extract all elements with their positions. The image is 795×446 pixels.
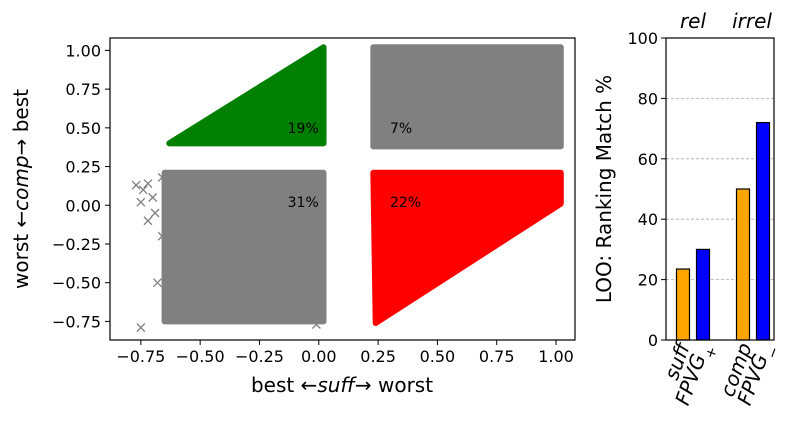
bar-y-tick-label: 40 — [638, 210, 658, 229]
scatter-y-label: worst ←comp→ best — [9, 89, 33, 289]
scatter-regions — [161, 44, 564, 326]
outlier-point — [143, 179, 153, 189]
outlier-point — [205, 234, 215, 244]
y-tick-label: 1.00 — [65, 41, 101, 60]
scatter-y-ticks: −0.75 −0.50 −0.25 0.00 0.25 0.50 0.75 1.00 — [52, 41, 110, 331]
x-tick-label: 0.50 — [420, 347, 456, 366]
bar-y-label: LOO: Ranking Match % — [592, 75, 616, 303]
region-label-3: 22% — [390, 195, 421, 211]
outlier-point — [176, 228, 186, 238]
y-tick-label: −0.50 — [52, 274, 101, 293]
outlier-point — [247, 285, 257, 295]
outlier-point — [266, 276, 276, 286]
x-tick-label: 0.00 — [301, 347, 337, 366]
outlier-point — [167, 213, 177, 223]
y-tick-label: 0.50 — [65, 119, 101, 138]
scatter-x-label: best ←suff→ worst — [251, 373, 433, 397]
outlier-point — [236, 265, 245, 275]
x-tick-label: −0.75 — [116, 347, 165, 366]
x-tick-label: 0.75 — [479, 347, 515, 366]
bar-series — [675, 121, 771, 341]
x-tick-label: 1.00 — [538, 347, 574, 366]
scatter-plot: −0.75 −0.50 −0.25 0.00 0.25 0.50 0.75 1.00 −0.7… — [9, 37, 576, 397]
outlier-point — [226, 259, 236, 269]
y-tick-label: −0.25 — [52, 235, 101, 254]
outlier-point — [217, 256, 226, 266]
bar-y-tick-label: 80 — [638, 89, 658, 108]
outlier-point — [169, 273, 179, 283]
outlier-point — [171, 219, 181, 229]
bar-comp-0 — [735, 188, 751, 341]
bar-y-tick-label: 20 — [638, 271, 658, 290]
outlier-point — [302, 270, 312, 280]
bar-frame — [665, 37, 775, 341]
outlier-point — [136, 197, 146, 207]
outlier-point — [195, 265, 205, 275]
region-1 — [370, 44, 564, 150]
outlier-point — [183, 225, 193, 235]
region-label-1: 7% — [390, 121, 412, 137]
outlier-point — [179, 275, 189, 285]
outlier-point — [181, 241, 191, 250]
region-0 — [166, 44, 327, 147]
outlier-point — [285, 281, 295, 291]
outlier-point — [150, 208, 160, 218]
outlier-point — [195, 247, 205, 257]
y-tick-label: 0.75 — [65, 80, 101, 99]
outlier-point — [131, 180, 141, 190]
outlier-point — [200, 224, 210, 233]
bar-chart: 0 20 40 60 80 100 rel irrel LOO: Ranking Matc… — [592, 9, 783, 408]
y-tick-label: 0.00 — [65, 196, 101, 215]
region-3 — [370, 169, 564, 326]
outlier-point — [311, 320, 321, 329]
outlier-point — [162, 182, 172, 192]
bar-suff-0 — [675, 268, 691, 341]
scatter-region-labels: 19% 7% 31% 22% — [288, 121, 421, 211]
outlier-point — [209, 270, 219, 280]
group-label-rel: rel — [680, 9, 707, 33]
outlier-point — [143, 216, 153, 226]
outlier-point — [157, 172, 167, 182]
bar-y-ticks: 0 20 40 60 80 100 — [627, 29, 666, 350]
bar-comp-1 — [755, 121, 771, 341]
scatter-x-ticks: −0.75 −0.50 −0.25 0.00 0.25 0.50 0.75 1.00 — [116, 340, 574, 366]
region-2 — [161, 169, 327, 325]
bar-y-tick-label: 60 — [638, 150, 658, 169]
outlier-point — [157, 231, 167, 241]
outlier-point — [190, 312, 200, 322]
outlier-point — [162, 287, 172, 297]
y-tick-label: −0.75 — [52, 312, 101, 331]
outlier-point — [167, 293, 177, 303]
outlier-point — [190, 284, 200, 294]
region-label-2: 31% — [288, 195, 319, 211]
y-tick-label: 0.25 — [65, 158, 101, 177]
bar-suff-1 — [695, 248, 711, 341]
outlier-point — [171, 267, 181, 277]
region-label-0: 19% — [288, 121, 319, 137]
x-tick-label: −0.50 — [176, 347, 225, 366]
outlier-point — [152, 278, 162, 288]
outlier-point — [148, 193, 158, 202]
scatter-frame — [109, 37, 576, 341]
outlier-point — [174, 304, 184, 314]
scatter-outliers — [131, 172, 321, 333]
outlier-point — [228, 268, 238, 278]
outlier-point — [219, 278, 229, 288]
outlier-point — [136, 323, 146, 333]
outlier-point — [138, 185, 148, 195]
bar-y-tick-label: 100 — [627, 29, 658, 48]
bar-y-tick-label: 0 — [648, 331, 658, 350]
x-tick-label: −0.25 — [235, 347, 284, 366]
x-tick-label: 0.25 — [360, 347, 396, 366]
group-label-irrel: irrel — [732, 9, 772, 33]
